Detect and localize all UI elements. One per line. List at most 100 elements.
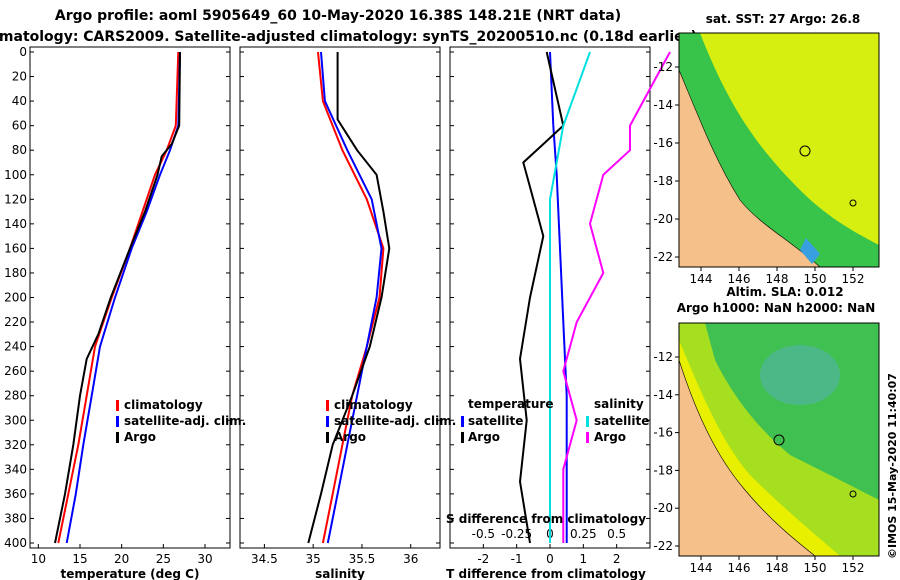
- legend-label-argo: Argo: [334, 430, 366, 444]
- legend-swatch-argo-sal: [586, 432, 589, 443]
- depth-tick-label: 40: [12, 94, 27, 108]
- map-y-tick-label: -12: [653, 60, 673, 74]
- map-y-tick-label: -16: [653, 426, 673, 440]
- depth-tick-label: 280: [4, 389, 27, 403]
- map-x-tick-label: 148: [766, 272, 789, 286]
- legend-swatch-argo: [116, 432, 119, 443]
- depth-tick-label: 180: [4, 266, 27, 280]
- x-tick-label: 34.5: [251, 552, 278, 566]
- map-x-tick-label: 150: [804, 272, 827, 286]
- map-y-tick-label: -20: [653, 501, 673, 515]
- sla-map-eddy: [760, 345, 840, 405]
- x-tick-label: -2: [477, 552, 489, 566]
- legend-heading-temperature: temperature: [468, 397, 553, 411]
- difference-lines: [518, 51, 671, 544]
- sst-map-axes: -12 -14 -16 -18 -20 -22 144 146 148 150 152: [653, 60, 864, 286]
- map-x-tick-label: 148: [766, 561, 789, 575]
- series-argo: [307, 52, 391, 544]
- depth-tick-label: 340: [4, 462, 27, 476]
- legend-label-satellite: satellite-adj. clim.: [334, 414, 456, 428]
- map-y-tick-label: -22: [653, 539, 673, 553]
- map-y-tick-label: -14: [653, 98, 673, 112]
- map-y-tick-label: -20: [653, 212, 673, 226]
- difference-legend-temperature: temperature satellite Argo: [461, 397, 553, 444]
- x-tick-label: 25: [156, 552, 171, 566]
- legend-label-climatology: climatology: [334, 398, 413, 412]
- series-satellite-adj-clim-: [65, 51, 181, 544]
- t-difference-xlabel: T difference from climatology: [446, 567, 646, 580]
- map-y-tick-label: -12: [653, 350, 673, 364]
- map-x-tick-label: 144: [690, 272, 713, 286]
- s-difference-title: S difference from climatology: [446, 512, 646, 526]
- series-satellite-adj-clim-: [320, 51, 383, 544]
- depth-tick-label: 220: [4, 315, 27, 329]
- legend-label-sat-sal: satellite: [594, 414, 649, 428]
- depth-tick-label: 260: [4, 364, 27, 378]
- depth-tick-label: 300: [4, 413, 27, 427]
- difference-x-axis: -2 -1 0 1 2: [477, 544, 620, 566]
- depth-tick-label: 360: [4, 487, 27, 501]
- difference-top-axis: -0.5 -0.25 0 0.25 0.5: [472, 527, 627, 541]
- difference-legend-salinity: salinity satellite Argo: [586, 397, 649, 444]
- salinity-frame: [239, 46, 441, 549]
- sst-map-green-region: [679, 33, 879, 267]
- x-tick-label: 15: [72, 552, 87, 566]
- legend-label-satellite: satellite-adj. clim.: [124, 414, 246, 428]
- map-x-tick-label: 146: [728, 561, 751, 575]
- salinity-panel: 34.5 35 35.5 36 salinity climatology satell…: [239, 46, 456, 580]
- x-tick-label: -1: [511, 552, 523, 566]
- map-x-tick-label: 152: [842, 272, 865, 286]
- legend-swatch-argo-temp: [461, 432, 464, 443]
- sla-map-axes: -12 -14 -16 -18 -20 -22 144 146 148 150 152: [653, 350, 864, 575]
- sla-map-title-line2: Argo h1000: NaN h2000: NaN: [677, 301, 876, 315]
- temperature-xlabel: temperature (deg C): [61, 567, 200, 580]
- salinity-legend: climatology satellite-adj. clim. Argo: [326, 398, 456, 444]
- legend-swatch-climatology: [116, 400, 119, 411]
- figure-title-line2: Climatology: CARS2009. Satellite-adjuste…: [0, 29, 697, 45]
- salinity-lines: [307, 51, 391, 544]
- map-x-tick-label: 146: [728, 272, 751, 286]
- x-tick-label: 35.5: [349, 552, 376, 566]
- series-argo: [54, 51, 181, 544]
- sla-map-land: [678, 359, 816, 557]
- top-tick-label: -0.25: [501, 527, 532, 541]
- map-y-tick-label: -18: [653, 174, 673, 188]
- legend-swatch-satellite: [326, 416, 329, 427]
- map-y-tick-label: -22: [653, 250, 673, 264]
- temperature-lines: [54, 51, 181, 544]
- temperature-depth-axis: 0 20 40 60 80 100 120 140 160 180 200 220 240 260 280 3…: [4, 45, 650, 550]
- series-salinity-argo: [562, 51, 671, 543]
- depth-tick-label: 0: [19, 45, 27, 59]
- depth-tick-label: 240: [4, 340, 27, 354]
- sst-map-blue-patch: [800, 238, 820, 264]
- x-tick-label: 10: [31, 552, 46, 566]
- series-salinity-satellite: [549, 51, 591, 543]
- x-tick-label: 30: [197, 552, 212, 566]
- depth-tick-label: 20: [12, 70, 27, 84]
- series-climatology: [57, 51, 180, 544]
- depth-tick-label: 60: [12, 119, 27, 133]
- legend-label-argo-temp: Argo: [468, 430, 500, 444]
- salinity-xlabel: salinity: [315, 567, 365, 580]
- depth-tick-label: 400: [4, 536, 27, 550]
- temperature-frame: [29, 46, 231, 549]
- depth-tick-label: 100: [4, 168, 27, 182]
- imos-watermark: ©IMOS 15-May-2020 11:40:07: [886, 373, 899, 559]
- legend-swatch-climatology: [326, 400, 329, 411]
- sst-map-title: sat. SST: 27 Argo: 26.8: [706, 12, 860, 26]
- map-x-tick-label: 150: [804, 561, 827, 575]
- legend-swatch-satellite: [116, 416, 119, 427]
- depth-tick-label: 140: [4, 217, 27, 231]
- top-tick-label: -0.5: [472, 527, 495, 541]
- sst-map: sat. SST: 27 Argo: 26.8 -12-14-16-18-20-…: [653, 12, 880, 286]
- sst-map-frame: [678, 32, 880, 268]
- depth-tick-label: 160: [4, 241, 27, 255]
- legend-swatch-argo: [326, 432, 329, 443]
- series-climatology: [317, 51, 385, 544]
- x-tick-label: 36: [403, 552, 418, 566]
- x-tick-label: 2: [613, 552, 621, 566]
- figure-title-line1: Argo profile: aoml 5905649_60 10-May-202…: [55, 8, 621, 24]
- temperature-legend: climatology satellite-adj. clim. Argo: [116, 398, 246, 444]
- depth-tick-label: 320: [4, 438, 27, 452]
